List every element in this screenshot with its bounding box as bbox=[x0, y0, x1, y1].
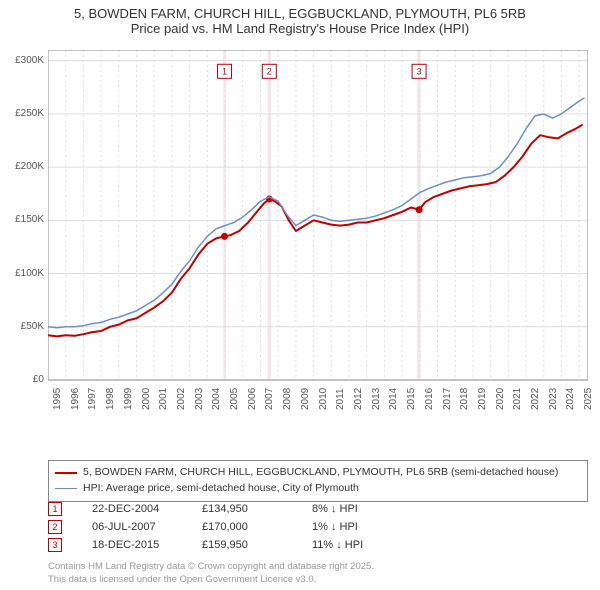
title-line-2: Price paid vs. HM Land Registry's House … bbox=[10, 21, 590, 36]
sale-marker-1: 1 bbox=[48, 502, 62, 516]
sale-price-2: £170,000 bbox=[202, 521, 312, 533]
legend-label-price-paid: 5, BOWDEN FARM, CHURCH HILL, EGGBUCKLAND… bbox=[83, 465, 558, 481]
sale-marker-3-num: 3 bbox=[52, 540, 57, 550]
chart-plot-area: 1 2 3 bbox=[48, 50, 588, 430]
legend: 5, BOWDEN FARM, CHURCH HILL, EGGBUCKLAND… bbox=[48, 460, 588, 502]
sale-row-3: 3 18-DEC-2015 £159,950 11% ↓ HPI bbox=[48, 536, 432, 554]
legend-swatch-hpi bbox=[55, 488, 77, 489]
sale-marker-3: 3 bbox=[48, 538, 62, 552]
legend-label-hpi: HPI: Average price, semi-detached house,… bbox=[83, 481, 359, 497]
svg-text:2: 2 bbox=[267, 66, 272, 76]
sale-date-2: 06-JUL-2007 bbox=[92, 521, 202, 533]
attribution-line-2: This data is licensed under the Open Gov… bbox=[48, 574, 374, 586]
sale-diff-1: 8% ↓ HPI bbox=[312, 503, 432, 515]
legend-item-hpi: HPI: Average price, semi-detached house,… bbox=[55, 481, 581, 497]
sale-marker-2-num: 2 bbox=[52, 522, 57, 532]
sale-row-1: 1 22-DEC-2004 £134,950 8% ↓ HPI bbox=[48, 500, 432, 518]
sale-date-3: 18-DEC-2015 bbox=[92, 539, 202, 551]
legend-swatch-price-paid bbox=[55, 472, 77, 474]
sale-marker-1-num: 1 bbox=[52, 504, 57, 514]
legend-item-price-paid: 5, BOWDEN FARM, CHURCH HILL, EGGBUCKLAND… bbox=[55, 465, 581, 481]
sale-diff-2: 1% ↓ HPI bbox=[312, 521, 432, 533]
sale-date-1: 22-DEC-2004 bbox=[92, 503, 202, 515]
sale-row-2: 2 06-JUL-2007 £170,000 1% ↓ HPI bbox=[48, 518, 432, 536]
svg-text:3: 3 bbox=[417, 66, 422, 76]
attribution: Contains HM Land Registry data © Crown c… bbox=[48, 561, 374, 586]
svg-text:1: 1 bbox=[222, 66, 227, 76]
sale-marker-2: 2 bbox=[48, 520, 62, 534]
sale-price-3: £159,950 bbox=[202, 539, 312, 551]
sale-diff-3: 11% ↓ HPI bbox=[312, 539, 432, 551]
sales-table: 1 22-DEC-2004 £134,950 8% ↓ HPI 2 06-JUL… bbox=[48, 500, 432, 554]
chart-title: 5, BOWDEN FARM, CHURCH HILL, EGGBUCKLAND… bbox=[0, 0, 600, 38]
chart-svg: 1 2 3 bbox=[48, 50, 588, 430]
sale-price-1: £134,950 bbox=[202, 503, 312, 515]
title-line-1: 5, BOWDEN FARM, CHURCH HILL, EGGBUCKLAND… bbox=[10, 6, 590, 21]
attribution-line-1: Contains HM Land Registry data © Crown c… bbox=[48, 561, 374, 573]
